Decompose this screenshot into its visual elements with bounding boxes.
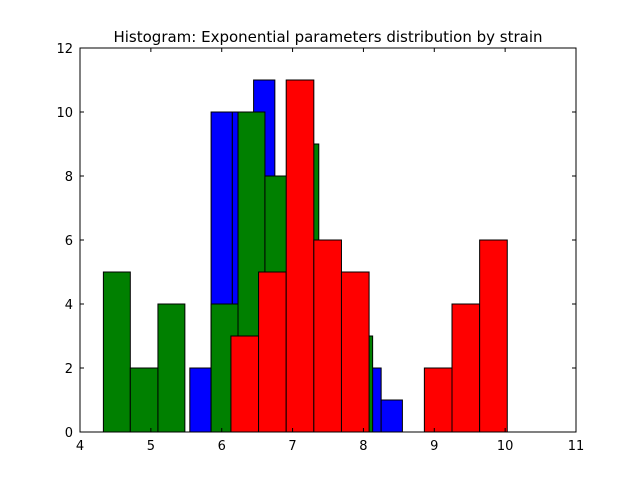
histogram-bar-series3-7 xyxy=(451,303,481,433)
x-tick-label: 9 xyxy=(430,439,438,454)
histogram-bar-series3-5 xyxy=(340,271,370,433)
plot-area: 4 5 6 7 8 9 10 11 0 2 4 6 8 10 12 xyxy=(56,42,584,454)
histogram-bar-series3-8 xyxy=(479,239,508,433)
chart-title: Histogram: Exponential parameters distri… xyxy=(113,28,542,46)
x-tick-label: 7 xyxy=(288,439,296,454)
y-tick-label: 2 xyxy=(65,362,73,377)
histogram-bar-series2-1 xyxy=(102,271,131,433)
histogram-bar-series2-2 xyxy=(129,367,159,433)
x-tick-label: 5 xyxy=(147,439,155,454)
histogram-bar-series3-3 xyxy=(285,79,315,433)
y-tick-label: 0 xyxy=(65,426,73,441)
y-tick-label: 12 xyxy=(56,42,73,57)
x-tick-label: 11 xyxy=(568,439,585,454)
histogram-bar-series3-4 xyxy=(313,239,342,433)
x-tick-label: 8 xyxy=(359,439,367,454)
histogram-bar-series3-6 xyxy=(423,367,453,433)
y-tick-label: 4 xyxy=(65,298,73,313)
x-tick-label: 10 xyxy=(497,439,514,454)
y-tick-label: 8 xyxy=(65,170,73,185)
histogram-bar-series2-3 xyxy=(157,303,186,433)
y-tick-label: 6 xyxy=(65,234,73,249)
x-tick-label: 4 xyxy=(76,439,84,454)
histogram-bar-series3-2 xyxy=(258,271,287,433)
histogram-bar-series1-1 xyxy=(189,367,212,433)
histogram-bar-series1-10 xyxy=(380,399,403,433)
x-tick-label: 6 xyxy=(218,439,226,454)
histogram-bar-series3-1 xyxy=(230,335,260,433)
y-tick-label: 10 xyxy=(56,106,73,121)
